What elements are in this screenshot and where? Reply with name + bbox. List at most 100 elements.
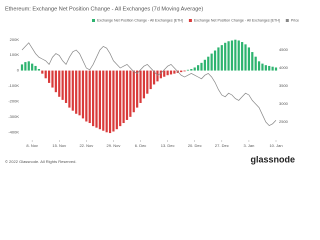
bar [261,63,264,71]
bar [146,70,149,94]
bar [54,70,57,93]
bar [129,70,132,117]
footer: © 2022 Glassnode. All Rights Reserved. [5,159,76,164]
bar [119,70,122,127]
bar [31,63,34,71]
bar [58,70,61,97]
bar [268,65,271,71]
bar [203,59,206,71]
bar [41,70,44,74]
bar [95,70,98,128]
bar [213,50,217,71]
bar [105,70,108,133]
bar [27,61,30,71]
bar [71,70,74,111]
bar [108,70,112,134]
bar [217,47,220,71]
bar [254,56,257,71]
bar [78,70,81,116]
x-tick-label: 15. Nov [52,143,66,148]
bar [237,40,240,71]
chart: Ethereum: Exchange Net Position Change -… [5,6,300,164]
bar [34,65,37,71]
bar [200,62,203,71]
bar [44,70,47,79]
legend-label: Exchange Net Position Change - All Excha… [97,19,183,23]
legend-swatch [92,19,95,22]
bar [193,67,196,71]
bar [227,41,230,71]
x-tick-label: 3. Jan [243,143,254,148]
legend-label: Price [USD] [291,19,300,23]
bar [61,70,64,100]
bar [139,70,142,103]
bar [186,69,190,71]
y-tick-label: 200K [10,37,20,42]
price-line [21,42,277,127]
bar [197,65,200,71]
bar [85,70,88,122]
bar [132,70,135,113]
bar [112,70,115,132]
bar [81,70,85,119]
bar [183,70,186,72]
x-tick-label: 10. Jan [269,143,282,148]
bar [88,70,91,124]
bar [24,62,27,71]
x-tick-label: 20. Dec [188,143,202,148]
bar [257,61,261,71]
bar [20,64,24,71]
x-tick-label: 22. Nov [79,143,93,148]
bar [230,40,234,71]
y-tick-label: -400K [8,129,19,134]
bar [247,47,251,71]
bar [51,70,54,88]
bar [244,44,247,71]
y2-tick-label: 2500 [279,119,289,124]
bar [136,70,139,108]
legend-swatch [285,19,289,22]
bar [163,70,166,77]
bar [166,70,169,76]
chart-title: Ethereum: Exchange Net Position Change -… [5,6,203,12]
bar [210,53,213,71]
legend-label: Exchange Net Position Change - All Excha… [194,19,280,23]
brand-logo: glassnode [250,154,295,164]
bar [234,39,237,71]
bar [115,70,118,130]
bar [156,70,159,82]
bar [102,70,105,131]
y-tick-label: 0 [17,68,20,73]
bar [142,70,146,99]
x-tick-label: 8. Nov [26,143,38,148]
bar [47,70,51,83]
bar [75,70,78,114]
bar [271,66,274,71]
x-tick-label: 6. Dec [135,143,147,148]
bar [190,69,193,71]
y2-tick-label: 4500 [279,47,289,52]
bar [98,70,101,130]
bar [169,70,173,75]
bar [241,42,244,71]
y-tick-label: -300K [8,114,19,119]
x-tick-label: 13. Dec [161,143,175,148]
legend-swatch [188,19,192,22]
y2-tick-label: 3000 [279,101,289,106]
bar [64,70,68,103]
bar [122,70,125,124]
bar [68,70,71,108]
bar [264,65,267,71]
bar [274,67,278,71]
y2-tick-label: 4000 [279,65,289,70]
y2-tick-label: 3500 [279,83,289,88]
bar [152,70,156,85]
bar [125,70,129,120]
x-tick-label: 29. Nov [107,143,121,148]
bar [251,52,254,71]
bar [207,56,210,71]
bar [220,45,223,71]
bar [180,70,183,73]
bar [92,70,95,127]
y-tick-label: 100K [10,52,20,57]
